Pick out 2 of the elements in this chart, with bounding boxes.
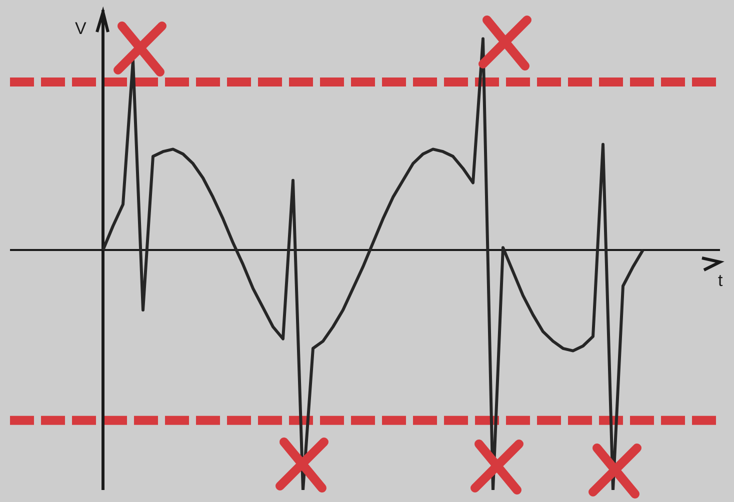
x-axis-title: t: [718, 271, 723, 290]
y-axis-title: V: [75, 19, 87, 38]
